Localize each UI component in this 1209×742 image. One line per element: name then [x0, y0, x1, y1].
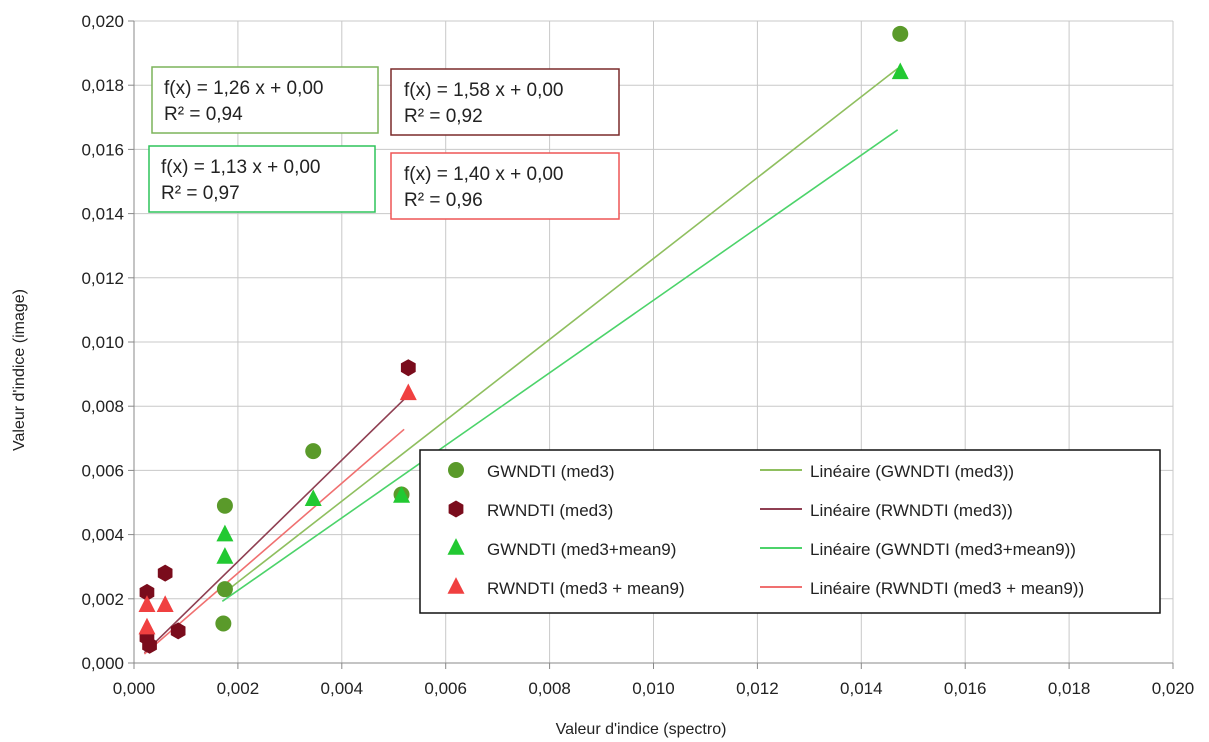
- point-rwndti-med3: [170, 622, 186, 640]
- y-tick-label: 0,018: [81, 76, 124, 95]
- point-gwndti-med3: [892, 25, 909, 42]
- equation-text: f(x) = 1,26 x + 0,00: [164, 78, 323, 99]
- legend-label-trend-rwndti-med3: Linéaire (RWNDTI (med3)): [810, 501, 1013, 520]
- legend-label-trend-gwndti-med3: Linéaire (GWNDTI (med3)): [810, 462, 1014, 481]
- y-tick-label: 0,004: [81, 526, 124, 545]
- legend-label-trend-gwndti-med3-mean9: Linéaire (GWNDTI (med3+mean9)): [810, 540, 1076, 559]
- x-tick-label: 0,008: [528, 679, 571, 698]
- trend-line-rwndti-med3: [143, 398, 405, 654]
- trend-line-gwndti-med3-mean9: [221, 129, 899, 602]
- point-gwndti-med3: [216, 497, 233, 514]
- data-points: [138, 25, 909, 654]
- y-tick-label: 0,020: [81, 12, 124, 31]
- x-tick-label: 0,020: [1152, 679, 1195, 698]
- y-tick-label: 0,008: [81, 397, 124, 416]
- legend-marker-gwndti-med3-mean9: [447, 538, 465, 555]
- equation-box-rwndti-med3: f(x) = 1,58 x + 0,00 R² = 0,92: [390, 68, 620, 136]
- equation-box-rwndti-med3-mean9: f(x) = 1,40 x + 0,00 R² = 0,96: [390, 152, 620, 220]
- point-gwndti-med3-mean9: [891, 62, 909, 80]
- equation-text: f(x) = 1,13 x + 0,00: [161, 157, 320, 178]
- legend-label-rwndti-med3: RWNDTI (med3): [487, 501, 613, 520]
- equation-boxes: f(x) = 1,26 x + 0,00 R² = 0,94 f(x) = 1,…: [148, 66, 620, 220]
- equation-text: f(x) = 1,40 x + 0,00: [404, 164, 563, 185]
- point-rwndti-med3: [139, 583, 155, 601]
- point-gwndti-med3-mean9: [304, 489, 322, 507]
- legend-label-gwndti-med3: GWNDTI (med3): [487, 462, 615, 481]
- r2-text: R² = 0,97: [161, 183, 240, 204]
- r2-text: R² = 0,96: [404, 190, 483, 211]
- legend-label-rwndti-med3-mean9: RWNDTI (med3 + mean9): [487, 579, 685, 598]
- point-gwndti-med3-mean9: [216, 547, 234, 564]
- y-tick-label: 0,000: [81, 654, 124, 673]
- legend-marker-rwndti-med3-mean9: [447, 577, 465, 594]
- trend-lines: [143, 67, 899, 655]
- x-tick-label: 0,014: [840, 679, 883, 698]
- equation-text: f(x) = 1,58 x + 0,00: [404, 80, 563, 101]
- point-gwndti-med3-mean9: [216, 524, 234, 542]
- x-tick-label: 0,002: [217, 679, 260, 698]
- legend: GWNDTI (med3) RWNDTI (med3) GWNDTI (med3…: [419, 449, 1161, 614]
- y-tick-label: 0,014: [81, 205, 124, 224]
- legend-marker-gwndti-med3: [448, 462, 464, 478]
- axes: 0,000 0,002 0,004 0,006 0,008 0,010 0,012 0,014…: [81, 12, 1194, 698]
- point-gwndti-med3-mean9: [393, 486, 411, 503]
- point-rwndti-med3: [157, 564, 173, 582]
- legend-label-trend-rwndti-med3-mean9: Linéaire (RWNDTI (med3 + mean9)): [810, 579, 1084, 598]
- x-tick-label: 0,000: [113, 679, 156, 698]
- r2-text: R² = 0,94: [164, 104, 243, 125]
- trend-line-rwndti-med3-mean9: [143, 428, 405, 655]
- trend-line-gwndti-med3: [221, 67, 899, 595]
- x-tick-label: 0,004: [321, 679, 364, 698]
- legend-markers: [447, 462, 802, 594]
- y-axis-title: Valeur d'indice (image): [11, 289, 28, 451]
- equation-box-gwndti-med3-mean9: f(x) = 1,13 x + 0,00 R² = 0,97: [148, 145, 376, 213]
- point-rwndti-med3-mean9: [138, 617, 156, 635]
- point-rwndti-med3-mean9: [399, 383, 417, 401]
- x-tick-label: 0,010: [632, 679, 675, 698]
- x-axis-title: Valeur d'indice (spectro): [556, 721, 727, 738]
- legend-marker-rwndti-med3: [448, 500, 464, 518]
- legend-label-gwndti-med3-mean9: GWNDTI (med3+mean9): [487, 540, 676, 559]
- y-tick-label: 0,006: [81, 461, 124, 480]
- x-tick-label: 0,016: [944, 679, 987, 698]
- point-rwndti-med3: [400, 359, 416, 377]
- y-tick-label: 0,010: [81, 333, 124, 352]
- equation-box-gwndti-med3: f(x) = 1,26 x + 0,00 R² = 0,94: [151, 66, 379, 134]
- y-tick-label: 0,016: [81, 140, 124, 159]
- x-tick-label: 0,018: [1048, 679, 1091, 698]
- point-rwndti-med3-mean9: [156, 595, 174, 612]
- point-rwndti-med3: [142, 636, 157, 654]
- point-rwndti-med3-mean9: [138, 595, 156, 612]
- y-tick-label: 0,012: [81, 269, 124, 288]
- x-tick-label: 0,006: [424, 679, 467, 698]
- r2-text: R² = 0,92: [404, 106, 483, 127]
- point-gwndti-med3: [216, 581, 233, 598]
- y-tick-label: 0,002: [81, 590, 124, 609]
- x-tick-label: 0,012: [736, 679, 779, 698]
- point-gwndti-med3: [305, 443, 322, 460]
- point-gwndti-med3: [215, 615, 232, 632]
